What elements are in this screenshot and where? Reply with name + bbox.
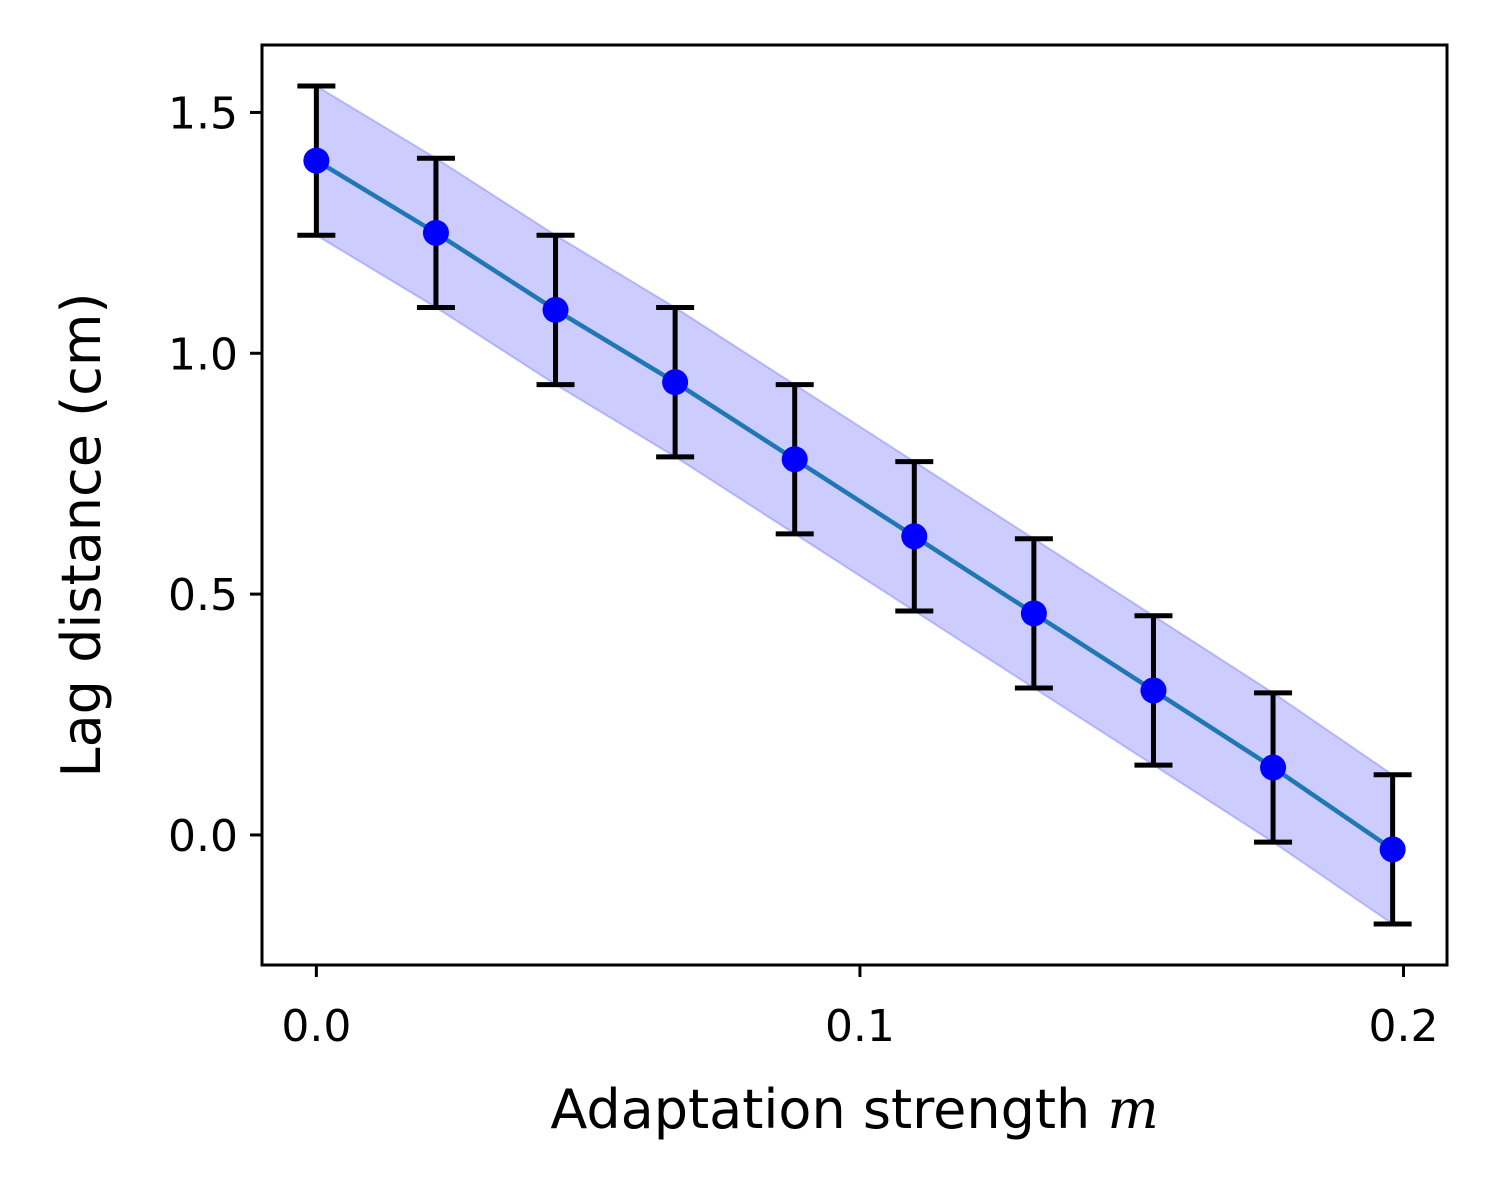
data-point: [303, 147, 330, 174]
confidence-band: [315, 84, 1394, 926]
y-tick-label: 1.0: [168, 329, 238, 380]
data-point: [1379, 836, 1406, 863]
data-point: [901, 523, 928, 550]
data-point: [1260, 754, 1287, 781]
x-tick-label: 0.0: [281, 1001, 351, 1052]
plot-area: [297, 83, 1412, 927]
series-line: [315, 158, 1394, 852]
data-point: [1140, 677, 1167, 704]
x-axis-label: Adaptation strength m: [550, 1078, 1158, 1141]
x-axis-label-variable: m: [1107, 1078, 1158, 1141]
y-tick-label: 1.5: [168, 88, 238, 139]
x-tick-label: 0.1: [825, 1001, 895, 1052]
plot-frame: [260, 43, 1449, 967]
x-axis-label-text: Adaptation strength: [550, 1078, 1090, 1141]
x-tick-label: 0.2: [1369, 1001, 1439, 1052]
data-point: [422, 219, 449, 246]
data-point: [542, 296, 569, 323]
y-axis: 0.0 0.5 1.0 1.5: [168, 88, 262, 862]
y-tick-label: 0.0: [168, 811, 238, 862]
data-point: [1020, 600, 1047, 627]
x-axis: 0.0 0.1 0.2: [281, 965, 1439, 1052]
y-axis-label: Lag distance (cm): [50, 292, 113, 777]
data-point: [781, 446, 808, 473]
data-point: [662, 369, 689, 396]
y-tick-label: 0.5: [168, 570, 238, 621]
